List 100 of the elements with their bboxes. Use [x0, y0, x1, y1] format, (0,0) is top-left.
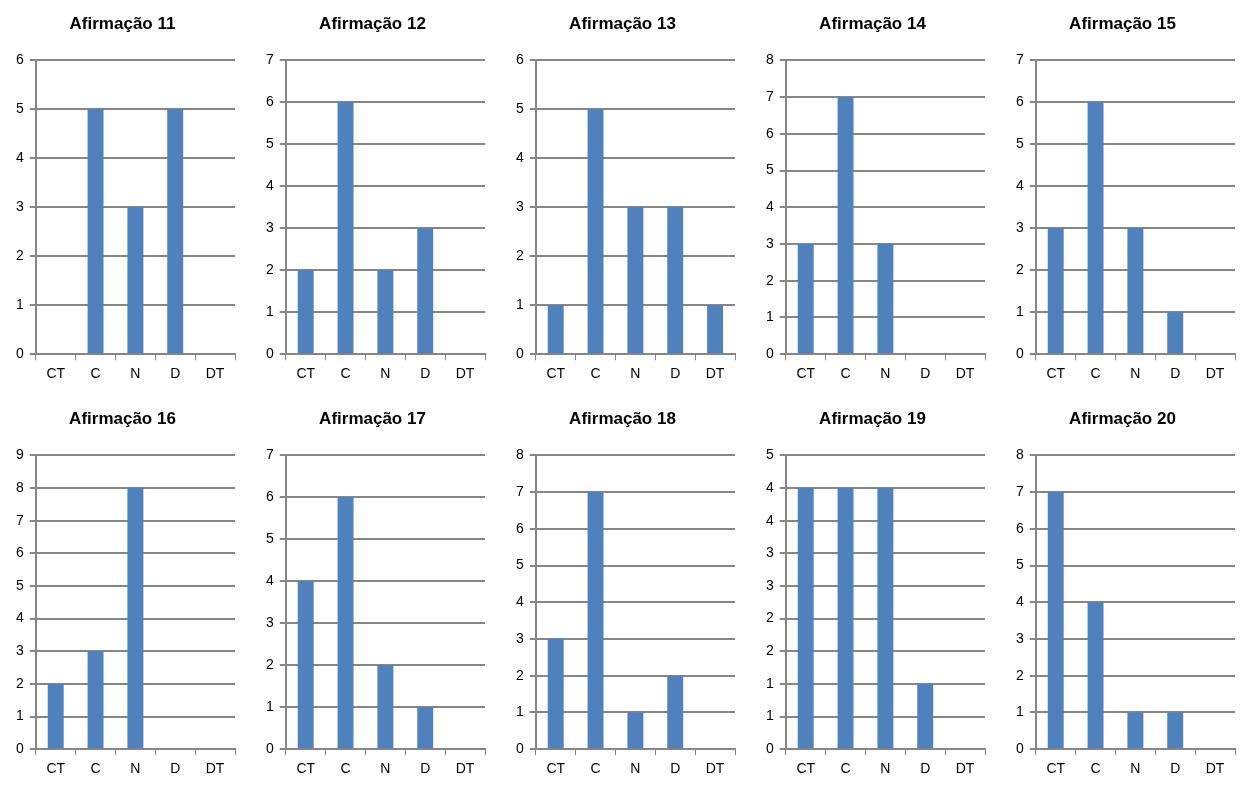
y-tick-label: 3: [265, 219, 274, 236]
bar: [337, 102, 354, 354]
y-tick-label: 2: [265, 261, 274, 278]
y-tick-label: 7: [515, 482, 524, 499]
x-tick-label: N: [380, 365, 391, 382]
x-tick-label: N: [130, 760, 141, 777]
x-tick-label: C: [1090, 760, 1101, 777]
x-tick-label: N: [630, 760, 641, 777]
chart-title: Afirmação 11: [69, 13, 176, 33]
bar: [1167, 712, 1184, 749]
chart-title: Afirmação 19: [819, 408, 926, 428]
y-tick-label: 5: [15, 576, 24, 593]
bar: [297, 270, 314, 354]
y-tick-label: 6: [515, 51, 524, 68]
y-tick-label: 7: [265, 51, 274, 68]
y-tick-label: 4: [515, 149, 524, 166]
x-tick-label: N: [130, 365, 141, 382]
chart-title: Afirmação 13: [569, 13, 676, 33]
y-tick-label: 0: [1015, 740, 1024, 757]
y-tick-label: 8: [1015, 446, 1024, 463]
y-tick-label: 4: [265, 572, 274, 589]
y-tick-label: 5: [1015, 556, 1024, 573]
y-tick-label: 8: [765, 51, 774, 68]
bar: [127, 488, 144, 749]
x-tick-label: N: [880, 760, 891, 777]
y-tick-label: 7: [265, 446, 274, 463]
x-tick-label: D: [670, 365, 681, 382]
bar: [1167, 312, 1184, 354]
bar: [417, 707, 434, 749]
x-tick-label: CT: [546, 365, 566, 382]
y-tick-label: 4: [265, 177, 274, 194]
x-tick-label: DT: [455, 365, 475, 382]
y-tick-label: 3: [765, 544, 774, 561]
y-tick-label: 4: [515, 593, 524, 610]
x-tick-label: CT: [46, 365, 66, 382]
bar: [627, 712, 644, 749]
y-tick-label: 1: [1015, 303, 1024, 320]
bar: [1087, 102, 1104, 354]
x-tick-label: D: [170, 760, 181, 777]
bar: [627, 207, 644, 354]
y-tick-label: 5: [765, 446, 774, 463]
y-tick-label: 2: [1015, 261, 1024, 278]
bar: [297, 581, 314, 749]
bar: [1127, 712, 1144, 749]
x-tick-label: N: [1130, 365, 1141, 382]
y-tick-label: 3: [765, 234, 774, 251]
y-tick-label: 3: [15, 642, 24, 659]
y-tick-label: 1: [515, 703, 524, 720]
y-tick-label: 6: [1015, 519, 1024, 536]
y-tick-label: 3: [765, 576, 774, 593]
x-tick-label: CT: [1046, 365, 1066, 382]
y-tick-label: 2: [765, 271, 774, 288]
bar: [1087, 602, 1104, 749]
x-tick-label: D: [920, 365, 931, 382]
y-tick-label: 0: [265, 345, 274, 362]
x-tick-label: CT: [296, 760, 316, 777]
y-tick-label: 0: [515, 345, 524, 362]
y-tick-label: 4: [765, 198, 774, 215]
x-tick-label: CT: [296, 365, 316, 382]
x-tick-label: D: [170, 365, 181, 382]
x-tick-label: DT: [205, 760, 225, 777]
chart-title: Afirmação 20: [1069, 408, 1176, 428]
bar: [547, 639, 564, 749]
y-tick-label: 3: [515, 198, 524, 215]
x-tick-label: N: [380, 760, 391, 777]
y-tick-label: 9: [15, 446, 24, 463]
y-tick-label: 2: [15, 247, 24, 264]
x-tick-label: C: [840, 365, 851, 382]
y-tick-label: 3: [15, 198, 24, 215]
y-tick-label: 5: [15, 100, 24, 117]
y-tick-label: 2: [265, 656, 274, 673]
x-tick-label: C: [340, 760, 351, 777]
y-tick-label: 7: [15, 511, 24, 528]
y-tick-label: 5: [765, 161, 774, 178]
bar: [667, 207, 684, 354]
y-tick-label: 8: [15, 478, 24, 495]
y-tick-label: 1: [15, 296, 24, 313]
y-tick-label: 1: [265, 303, 274, 320]
y-tick-label: 1: [15, 707, 24, 724]
y-tick-label: 5: [265, 135, 274, 152]
x-tick-label: D: [420, 365, 431, 382]
y-tick-label: 0: [265, 740, 274, 757]
y-tick-label: 4: [15, 149, 24, 166]
y-tick-label: 2: [515, 247, 524, 264]
y-tick-label: 0: [765, 345, 774, 362]
chart-title: Afirmação 17: [319, 408, 426, 428]
x-tick-label: DT: [705, 760, 725, 777]
bar: [667, 675, 684, 749]
x-tick-label: C: [590, 365, 601, 382]
x-tick-label: DT: [705, 365, 725, 382]
x-tick-label: C: [340, 365, 351, 382]
x-tick-label: DT: [955, 760, 975, 777]
y-tick-label: 4: [765, 478, 774, 495]
bar: [1127, 228, 1144, 354]
x-tick-label: D: [670, 760, 681, 777]
y-tick-label: 1: [765, 674, 774, 691]
chart-title: Afirmação 12: [319, 13, 426, 33]
y-tick-label: 4: [765, 511, 774, 528]
x-tick-label: C: [590, 760, 601, 777]
bar: [547, 305, 564, 354]
